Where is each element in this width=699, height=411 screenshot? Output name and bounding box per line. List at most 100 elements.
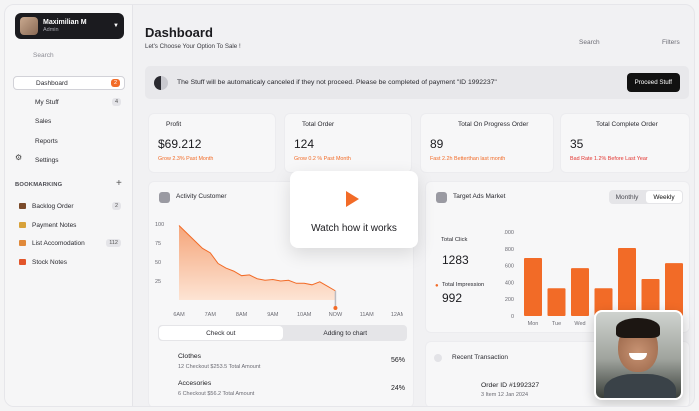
- stat-card-profit: Profit $69.212 Grow 2.3% Past Month: [148, 113, 276, 173]
- sidebar-search[interactable]: Search: [33, 52, 54, 59]
- avatar: [20, 17, 38, 35]
- play-icon[interactable]: [346, 191, 359, 207]
- badge: 4: [111, 98, 121, 106]
- sidebar-item-label: Sales: [35, 117, 52, 125]
- notice-text: The Stuff will be automaticaly canceled …: [177, 79, 497, 86]
- watch-video-popup[interactable]: Watch how it works: [290, 171, 418, 248]
- x-tick-label: 11AM: [360, 312, 374, 318]
- bookmark-label: List Accomodation: [32, 239, 85, 247]
- presenter-video[interactable]: [594, 310, 683, 400]
- x-tick-label: Wed: [574, 321, 585, 327]
- bookmark-label: Stock Notes: [32, 258, 68, 266]
- add-bookmark-icon[interactable]: +: [116, 178, 122, 189]
- stat-note: Bad Rate 1.2% Before Last Year: [570, 156, 648, 162]
- toggle-monthly[interactable]: Monthly: [615, 193, 639, 201]
- ads-title: Target Ads Market: [453, 193, 506, 200]
- bookmark-label: Backlog Order: [32, 202, 74, 210]
- bar: [665, 263, 683, 316]
- sidebar-item-sales[interactable]: Sales: [13, 114, 125, 128]
- x-tick-label: 9AM: [267, 312, 279, 318]
- half-circle-icon: [154, 75, 168, 90]
- card-icon: [159, 192, 170, 203]
- y-tick-label: 100: [155, 222, 164, 228]
- ads-bar-chart: 1000 800 600 400 200 0 Mon Tue Wed: [504, 230, 683, 327]
- stat-value: 35: [570, 137, 584, 151]
- page-subtitle: Let's Choose Your Option To Sale !: [145, 43, 241, 50]
- toggle-weekly[interactable]: Weekly: [646, 191, 682, 203]
- folder-icon: [19, 203, 26, 209]
- profile-role: Admin: [43, 26, 59, 33]
- activity-area-chart: 100 75 50 25 6AM 7AM 8AM 9AM 10AM NOW 11AM 12AM: [155, 222, 403, 318]
- stat-note: Grow 0.2 % Past Month: [294, 156, 351, 162]
- stat-label: Total On Progress Order: [458, 121, 529, 128]
- bar: [641, 279, 660, 316]
- card-icon: [436, 192, 447, 203]
- bar: [547, 288, 566, 316]
- category-pct: 24%: [391, 385, 406, 392]
- bookmark-stock-notes[interactable]: Stock Notes: [19, 256, 125, 268]
- x-tick-label: 8AM: [236, 312, 248, 318]
- y-tick-label: 0: [511, 314, 514, 320]
- bookmark-backlog-order[interactable]: Backlog Order 2: [19, 200, 125, 212]
- sidebar-item-label: Dashboard: [36, 79, 68, 87]
- bookmarking-title: BOOKMARKING: [15, 182, 63, 188]
- transaction-icon: [434, 354, 442, 362]
- profile-name: Maximilian M: [43, 18, 87, 26]
- profile-switcher[interactable]: Maximilian M Admin ▼: [15, 13, 124, 39]
- bar: [618, 247, 636, 316]
- bookmark-label: Payment Notes: [32, 221, 77, 229]
- sidebar-item-reports[interactable]: Reports: [13, 134, 125, 148]
- x-tick-label: 12AM: [391, 312, 403, 318]
- category-name: Accesories: [178, 380, 212, 387]
- period-toggle: Monthly Weekly: [609, 190, 683, 204]
- proceed-stuff-button[interactable]: Proceed Stuff: [626, 73, 680, 92]
- area-fill: [179, 225, 336, 300]
- sidebar-item-dashboard[interactable]: Dashboard 2: [13, 76, 125, 90]
- total-click-value: 1283: [442, 253, 469, 267]
- bar: [571, 268, 589, 316]
- gear-icon: ⚙: [15, 153, 23, 162]
- dot-icon: ●: [435, 283, 439, 289]
- y-tick-label: 200: [505, 297, 514, 303]
- sidebar-item-settings[interactable]: Settings: [13, 153, 125, 167]
- sidebar-item-label: Settings: [35, 156, 59, 164]
- caret-down-icon: ▼: [113, 23, 119, 29]
- y-tick-label: 800: [505, 247, 514, 253]
- filters-button[interactable]: Filters: [662, 39, 680, 46]
- stat-card-progress-order: Total On Progress Order 89 Fast 2.2h Bet…: [420, 113, 554, 173]
- stat-value: $69.212: [158, 137, 202, 151]
- badge: 2: [111, 202, 121, 210]
- sidebar-item-label: Reports: [35, 137, 58, 145]
- x-tick-label: NOW: [329, 312, 343, 318]
- category-name: Clothes: [178, 353, 202, 360]
- truck-icon: [19, 240, 26, 246]
- category-pct: 56%: [391, 357, 406, 364]
- presenter-smile: [629, 353, 647, 360]
- sidebar-item-my-stuff[interactable]: My Stuff 4: [13, 95, 125, 109]
- y-tick-label: 600: [505, 264, 514, 270]
- tab-check-out[interactable]: Check out: [159, 326, 283, 340]
- bookmark-payment-notes[interactable]: Payment Notes: [19, 219, 125, 231]
- presenter-hair: [616, 318, 660, 338]
- stat-note: Grow 2.3% Past Month: [158, 156, 214, 162]
- y-tick-label: 1000: [504, 230, 514, 236]
- stat-card-complete-order: Total Complete Order 35 Bad Rate 1.2% Be…: [560, 113, 690, 173]
- search-input[interactable]: Search: [579, 39, 600, 46]
- sidebar: Maximilian M Admin ▼ Search Dashboard 2 …: [5, 5, 133, 406]
- badge: 2: [110, 79, 120, 87]
- activity-title: Activity Customer: [176, 193, 227, 200]
- popup-text: Watch how it works: [311, 223, 397, 234]
- stat-label: Total Complete Order: [596, 121, 658, 128]
- tab-adding-to-chart[interactable]: Adding to chart: [323, 329, 368, 337]
- x-tick-label: 6AM: [173, 312, 185, 318]
- stat-label: Profit: [166, 121, 182, 128]
- badge: 112: [106, 239, 121, 247]
- money-bag-icon: [19, 222, 26, 228]
- page-title: Dashboard: [145, 25, 213, 40]
- y-tick-label: 25: [155, 279, 161, 285]
- area-line: [178, 225, 336, 292]
- activity-tabs: Check out Adding to chart: [158, 325, 407, 341]
- stat-label: Total Order: [302, 121, 335, 128]
- bookmark-list-accomodation[interactable]: List Accomodation 112: [19, 237, 125, 249]
- order-detail: 3 Item 12 Jan 2024: [481, 392, 529, 398]
